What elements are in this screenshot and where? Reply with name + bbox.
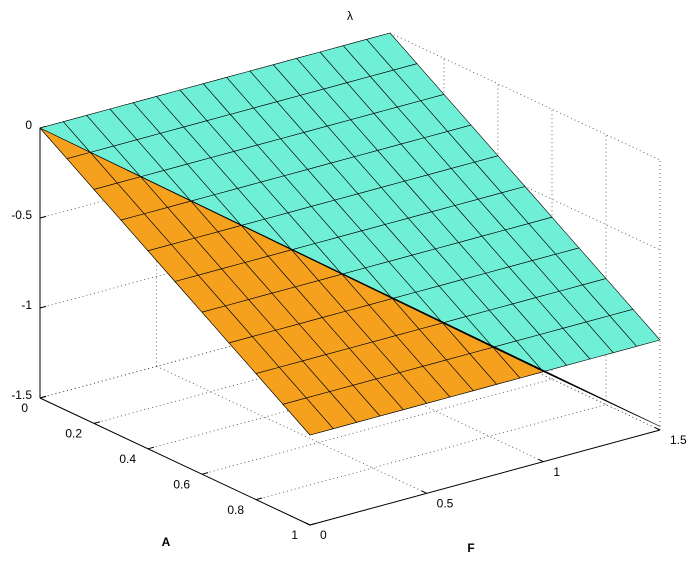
grid-line [389, 122, 661, 251]
grid-line [156, 365, 427, 494]
grid-line [39, 212, 391, 309]
grid-line [255, 404, 607, 500]
surface-cell [609, 308, 661, 347]
y-axis [309, 429, 661, 526]
x-tick-label: 0.2 [65, 427, 82, 441]
x-axis [39, 397, 311, 526]
y-tick-label: 0 [320, 528, 327, 542]
grid-line [389, 32, 661, 161]
tick-mark [93, 421, 101, 424]
grid-line [273, 334, 544, 463]
grid-line [147, 353, 499, 450]
tick-mark [309, 522, 317, 526]
x-tick-label: 0.4 [119, 452, 136, 466]
grid-line [389, 302, 661, 431]
tick-mark [255, 497, 263, 501]
z-axis-label: λ [347, 9, 353, 23]
x-axis-label: A [162, 535, 171, 549]
grid-line [93, 328, 445, 424]
z-tick-label: -1 [21, 298, 32, 312]
y-tick-label: 0.5 [437, 497, 454, 511]
x-tick-label: 0 [21, 401, 28, 415]
y-axis-label: F [467, 541, 474, 555]
grid-line [39, 122, 391, 219]
tick-mark [421, 490, 427, 494]
tick-mark [304, 522, 311, 526]
grid-line [201, 378, 553, 475]
tick-mark [39, 395, 47, 399]
tick-mark [538, 458, 544, 463]
tick-mark [147, 446, 155, 450]
z-tick-label: 0 [25, 118, 32, 132]
x-tick-label: 0.6 [173, 477, 190, 491]
tick-mark [39, 305, 47, 309]
x-tick-label: 1 [291, 528, 298, 542]
y-tick-label: 1 [553, 465, 560, 479]
grid-line [39, 302, 391, 399]
tick-mark [201, 472, 209, 475]
tick-mark [39, 215, 47, 219]
tick-mark [654, 427, 661, 431]
x-tick-label: 0.8 [227, 503, 244, 517]
y-tick-label: 1.5 [670, 433, 687, 447]
z-tick-label: -1.5 [11, 388, 32, 402]
surface-cell [492, 346, 544, 379]
z-tick-label: -0.5 [11, 208, 32, 222]
